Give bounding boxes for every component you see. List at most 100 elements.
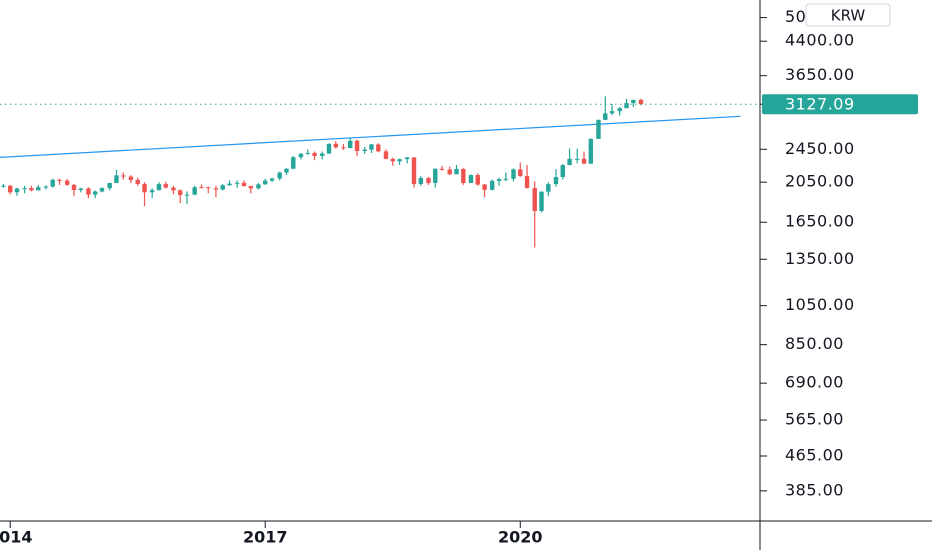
- candle-body: [383, 151, 389, 159]
- candle-body: [256, 184, 261, 189]
- y-tick-label: 2450.00: [785, 139, 855, 158]
- candle-body: [29, 188, 34, 191]
- candle-body: [596, 119, 601, 139]
- candle-body: [326, 143, 332, 154]
- candle-body: [291, 157, 296, 169]
- y-tick-label: 1350.00: [785, 249, 855, 268]
- candle-body: [135, 180, 140, 184]
- candle-body: [234, 182, 240, 184]
- candle-body: [128, 176, 134, 181]
- candle-body: [241, 182, 247, 186]
- last-price-badge: [762, 94, 918, 115]
- candle-body: [22, 188, 27, 190]
- candle-body: [524, 176, 530, 188]
- candle-body: [156, 184, 162, 191]
- candle-body: [192, 187, 197, 195]
- y-tick-label: 3650.00: [785, 65, 855, 84]
- candle-body: [8, 185, 13, 193]
- candle-body: [575, 158, 580, 160]
- y-tick-label: 690.00: [785, 373, 844, 392]
- candle-body: [305, 152, 310, 154]
- candle-body: [418, 178, 424, 185]
- candle-body: [503, 178, 509, 180]
- candle-body: [362, 149, 367, 152]
- candle-body: [57, 179, 62, 181]
- candle-body: [560, 165, 565, 178]
- candle-body: [178, 190, 183, 196]
- candle-body: [184, 194, 190, 196]
- candle-body: [78, 188, 83, 191]
- candle-body: [546, 184, 551, 192]
- candle-body: [617, 108, 622, 112]
- candle-body: [609, 111, 615, 114]
- candle-body: [86, 188, 91, 195]
- candle-body: [433, 168, 438, 183]
- candle-body: [213, 188, 219, 190]
- candle-body: [496, 179, 502, 182]
- x-tick-label: 2020: [498, 528, 543, 547]
- candle-body: [397, 159, 402, 162]
- candle-body: [227, 183, 232, 186]
- candle-body: [99, 188, 105, 192]
- candle-body: [390, 158, 395, 162]
- candle-body: [142, 183, 147, 193]
- candle-body: [439, 168, 445, 170]
- candle-body: [93, 191, 98, 195]
- candle-body: [206, 187, 211, 189]
- candle-body: [121, 175, 126, 177]
- candle-body: [603, 113, 608, 120]
- candle-body: [298, 153, 304, 158]
- trend-line: [0, 115, 741, 158]
- candle-body: [263, 180, 268, 185]
- plot-area: [0, 96, 760, 248]
- candle-body: [631, 99, 636, 104]
- candle-body: [284, 168, 289, 173]
- candle-body: [426, 178, 431, 183]
- candle-body: [567, 158, 572, 166]
- last-price-label: 3127.09: [785, 95, 855, 114]
- candle-body: [468, 175, 474, 183]
- x-tick-label: 2014: [0, 528, 32, 547]
- candle-body: [482, 184, 487, 190]
- candle-body: [490, 181, 495, 190]
- candle-body: [14, 188, 20, 193]
- y-tick-label: 465.00: [785, 446, 844, 465]
- candle-body: [511, 169, 516, 179]
- candle-body: [638, 99, 644, 105]
- candle-body: [36, 187, 41, 191]
- candle-body: [149, 190, 155, 193]
- candle-body: [341, 147, 346, 149]
- currency-badge: [805, 3, 891, 27]
- y-tick-label: 385.00: [785, 480, 844, 499]
- candle-body: [348, 140, 353, 148]
- candle-body: [220, 185, 225, 190]
- candle-body: [277, 172, 282, 179]
- candle-body: [312, 152, 317, 156]
- y-tick-label: 4400.00: [785, 31, 855, 50]
- currency-label: KRW: [831, 7, 866, 25]
- candle-body: [354, 140, 360, 152]
- candle-body: [50, 179, 55, 187]
- candle-body: [199, 187, 204, 189]
- candle-body: [71, 184, 77, 191]
- y-tick-label: 850.00: [785, 334, 844, 353]
- candle-body: [475, 175, 480, 185]
- candle-body: [269, 178, 275, 181]
- candle-body: [114, 175, 119, 183]
- candle-body: [454, 168, 459, 175]
- candle-body: [461, 168, 466, 183]
- y-tick-label: 2050.00: [785, 172, 855, 191]
- y-tick-label: 1050.00: [785, 295, 855, 314]
- candle-body: [319, 153, 325, 156]
- candle-body: [581, 158, 587, 164]
- candle-body: [518, 169, 523, 177]
- y-tick-label: 565.00: [785, 410, 844, 429]
- candle-body: [64, 180, 70, 185]
- candle-body: [405, 157, 410, 160]
- candle-body: [376, 144, 381, 152]
- candle-body: [411, 157, 417, 185]
- candle-body: [1, 185, 6, 187]
- candle-body: [532, 187, 537, 211]
- candle-body: [553, 177, 559, 185]
